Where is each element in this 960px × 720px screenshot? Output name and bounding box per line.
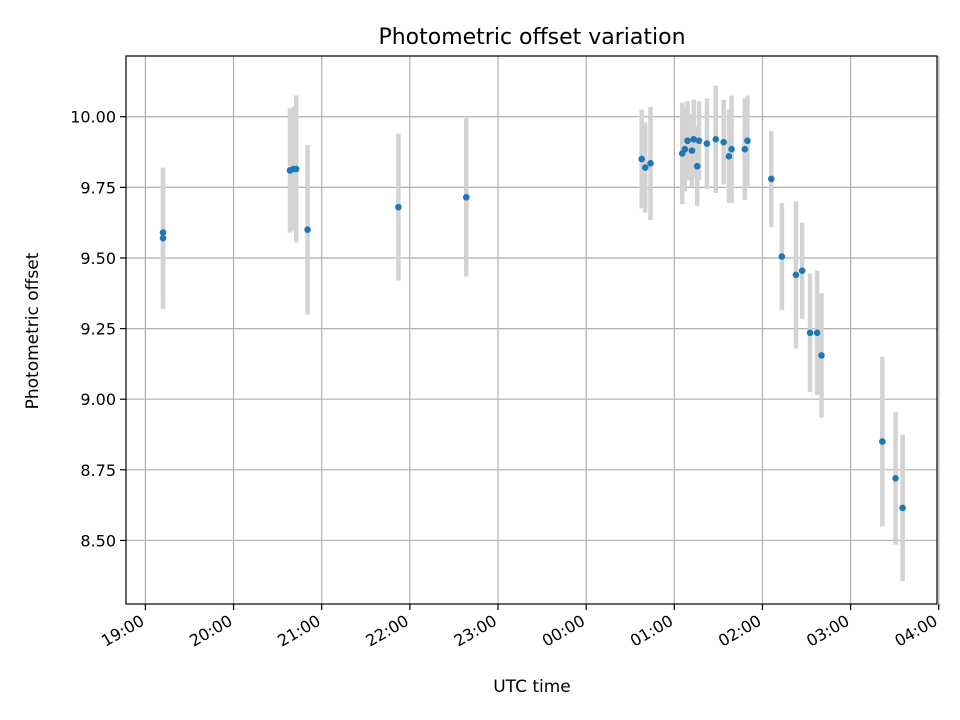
y-axis-ticks: 8.50 8.75 9.00 9.25 9.50 9.75 10.00: [70, 108, 126, 550]
data-point: [684, 137, 691, 145]
y-tick-label: 9.50: [80, 249, 116, 268]
y-tick-label: 8.75: [80, 461, 116, 480]
data-point: [159, 229, 167, 236]
data-point: [304, 226, 311, 234]
data-point: [703, 140, 711, 147]
data-point: [792, 271, 800, 279]
data-point: [395, 203, 402, 211]
x-tick-label: 00:00: [539, 611, 588, 651]
data-point: [641, 164, 649, 171]
x-tick-label: 22:00: [362, 611, 411, 651]
data-point: [806, 329, 814, 337]
grid-lines: [126, 56, 940, 604]
data-points: [159, 136, 906, 512]
data-point: [695, 137, 703, 145]
data-point: [813, 329, 821, 337]
error-bars: [160, 85, 905, 582]
x-tick-label: 21:00: [274, 611, 323, 651]
y-tick-label: 8.50: [80, 531, 116, 550]
data-point: [638, 155, 645, 163]
data-point: [292, 165, 300, 173]
plot-frame: [125, 55, 938, 605]
y-tick-label: 9.25: [80, 320, 116, 339]
data-point: [767, 175, 775, 183]
data-point: [690, 136, 697, 143]
x-axis-label: UTC time: [493, 677, 571, 697]
data-point: [818, 352, 825, 359]
x-tick-label: 01:00: [627, 611, 676, 651]
data-point: [462, 193, 470, 201]
x-tick-label: 03:00: [803, 611, 852, 651]
x-tick-label: 20:00: [186, 611, 235, 651]
data-point: [892, 474, 899, 482]
x-tick-label: 02:00: [715, 611, 764, 651]
data-point: [725, 152, 733, 160]
x-axis-ticks: 19:00 20:00 21:00 22:00 23:00 00:00 01:00 02:00…: [98, 604, 941, 651]
data-point: [712, 136, 720, 143]
y-tick-label: 9.75: [80, 178, 116, 197]
data-point: [647, 160, 654, 167]
data-point: [879, 438, 886, 445]
y-tick-label: 10.00: [70, 108, 116, 127]
data-point: [728, 145, 735, 153]
y-tick-label: 9.00: [80, 390, 116, 409]
x-tick-label: 19:00: [98, 611, 147, 651]
data-point: [744, 137, 751, 145]
data-point: [159, 234, 167, 242]
y-axis-label: Photometric offset: [23, 252, 43, 409]
chart-title: Photometric offset variation: [378, 25, 685, 50]
data-point: [778, 253, 786, 260]
data-point: [681, 145, 689, 153]
x-tick-label: 23:00: [451, 611, 500, 651]
data-point: [899, 504, 906, 512]
data-point: [693, 162, 701, 170]
x-tick-label: 04:00: [891, 611, 940, 651]
data-point: [688, 147, 696, 154]
data-point: [720, 138, 727, 146]
data-point: [741, 145, 749, 153]
data-point: [798, 267, 806, 274]
